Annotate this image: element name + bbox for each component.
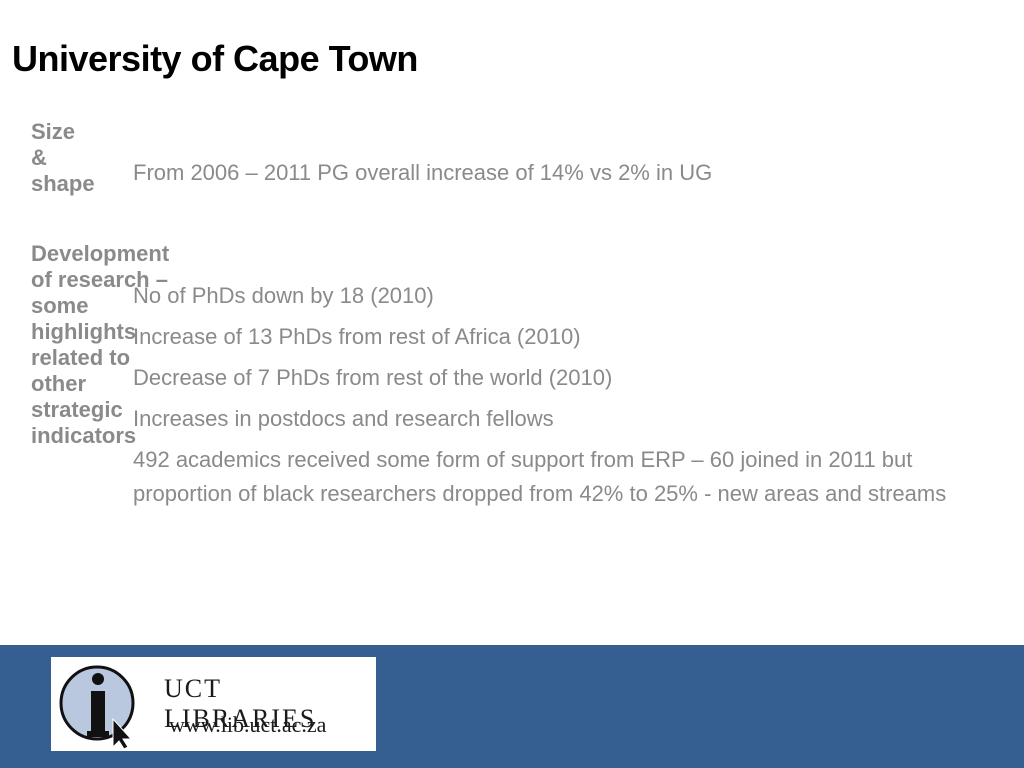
section-heading-size-shape: Size & shape — [31, 119, 95, 196]
bullet-postdocs: Increases in postdocs and research fello… — [133, 406, 554, 431]
bullet-phds-world: Decrease of 7 PhDs from rest of the worl… — [133, 365, 613, 390]
logo-name: UCT LIBRARIES — [164, 674, 317, 733]
slide-title: University of Cape Town — [12, 38, 418, 79]
bullet-phds-africa: Increase of 13 PhDs from rest of Africa … — [133, 324, 581, 349]
bullet-pg-increase: From 2006 – 2011 PG overall increase of … — [133, 160, 713, 185]
section-heading-research: Development of research – some highlight… — [31, 241, 170, 448]
info-cursor-icon — [59, 665, 135, 749]
bullet-erp-support: 492 academics received some form of supp… — [133, 447, 947, 506]
uct-libraries-logo[interactable]: UCT LIBRARIES www.lib.uct.ac.za — [51, 657, 376, 751]
bullet-phds-down: No of PhDs down by 18 (2010) — [133, 283, 434, 308]
logo-url: www.lib.uct.ac.za — [169, 712, 327, 737]
